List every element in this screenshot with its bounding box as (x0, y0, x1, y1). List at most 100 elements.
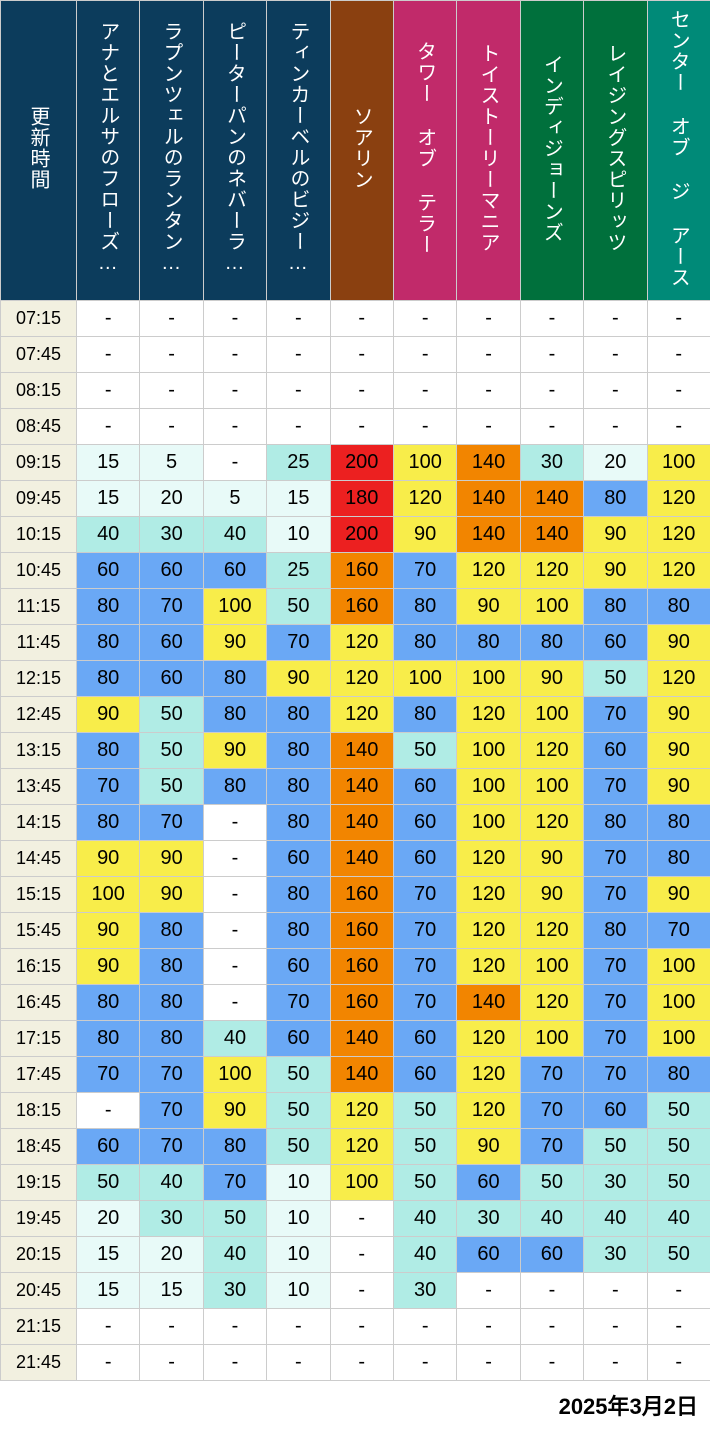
wait-cell: 50 (393, 733, 456, 769)
wait-cell: 80 (457, 625, 520, 661)
wait-cell: 140 (330, 841, 393, 877)
wait-cell: 80 (267, 805, 330, 841)
attraction-header-label: センター オブ ジ アース (664, 0, 693, 298)
wait-cell: - (203, 445, 266, 481)
wait-cell: 30 (140, 517, 203, 553)
wait-cell: 120 (330, 697, 393, 733)
wait-cell: - (140, 373, 203, 409)
wait-cell: 100 (457, 661, 520, 697)
wait-cell: 120 (457, 877, 520, 913)
wait-cell: 70 (393, 553, 456, 589)
wait-cell: 30 (584, 1237, 647, 1273)
wait-cell: 70 (584, 985, 647, 1021)
wait-cell: 15 (77, 1273, 140, 1309)
wait-cell: 70 (393, 877, 456, 913)
wait-cell: 100 (647, 949, 710, 985)
wait-cell: 140 (520, 481, 583, 517)
wait-cell: 120 (457, 913, 520, 949)
wait-cell: 60 (393, 841, 456, 877)
wait-cell: 70 (140, 805, 203, 841)
wait-cell: - (77, 337, 140, 373)
wait-cell: 120 (520, 913, 583, 949)
wait-cell: 40 (584, 1201, 647, 1237)
wait-cell: 70 (584, 1057, 647, 1093)
table-row: 12:15806080901201001009050120 (1, 661, 710, 697)
wait-cell: 140 (330, 805, 393, 841)
wait-cell: 120 (647, 481, 710, 517)
wait-cell: 60 (457, 1165, 520, 1201)
table-row: 10:15403040102009014014090120 (1, 517, 710, 553)
wait-cell: 70 (584, 697, 647, 733)
wait-cell: - (584, 373, 647, 409)
wait-cell: 60 (140, 625, 203, 661)
wait-cell: - (77, 1093, 140, 1129)
wait-cell: 60 (393, 1057, 456, 1093)
wait-cell: 40 (203, 1021, 266, 1057)
wait-cell: - (330, 301, 393, 337)
time-cell: 18:45 (1, 1129, 77, 1165)
wait-cell: 30 (140, 1201, 203, 1237)
wait-cell: 160 (330, 913, 393, 949)
table-row: 16:159080-601607012010070100 (1, 949, 710, 985)
wait-cell: 70 (77, 769, 140, 805)
wait-cell: 100 (647, 445, 710, 481)
wait-cell: - (647, 301, 710, 337)
wait-cell: 50 (647, 1237, 710, 1273)
wait-cell: - (330, 1273, 393, 1309)
wait-cell: 50 (267, 589, 330, 625)
wait-cell: - (647, 1273, 710, 1309)
wait-cell: 50 (393, 1129, 456, 1165)
wait-cell: 80 (393, 697, 456, 733)
wait-cell: 20 (140, 481, 203, 517)
time-cell: 09:45 (1, 481, 77, 517)
table-row: 14:459090-6014060120907080 (1, 841, 710, 877)
table-row: 11:45806090701208080806090 (1, 625, 710, 661)
wait-cell: 70 (520, 1093, 583, 1129)
wait-cell: - (203, 301, 266, 337)
wait-cell: 160 (330, 589, 393, 625)
time-cell: 10:15 (1, 517, 77, 553)
attraction-header: ラプンツェルのランタン… (140, 1, 203, 301)
wait-cell: 180 (330, 481, 393, 517)
wait-cell: 70 (267, 985, 330, 1021)
wait-cell: 20 (140, 1237, 203, 1273)
wait-cell: - (203, 805, 266, 841)
wait-cell: - (330, 373, 393, 409)
wait-cell: 80 (203, 661, 266, 697)
wait-cell: 70 (77, 1057, 140, 1093)
table-row: 08:45---------- (1, 409, 710, 445)
wait-cell: 10 (267, 517, 330, 553)
time-cell: 16:45 (1, 985, 77, 1021)
wait-cell: 70 (584, 949, 647, 985)
wait-cell: - (457, 1273, 520, 1309)
wait-cell: 80 (77, 661, 140, 697)
wait-cell: - (330, 1237, 393, 1273)
wait-cell: - (520, 337, 583, 373)
attraction-header: ピーターパンのネバーラ… (203, 1, 266, 301)
wait-cell: 120 (520, 733, 583, 769)
wait-cell: - (584, 1309, 647, 1345)
wait-cell: - (140, 1345, 203, 1381)
wait-cell: - (267, 373, 330, 409)
wait-cell: 30 (584, 1165, 647, 1201)
wait-cell: 90 (647, 877, 710, 913)
wait-cell: 90 (77, 841, 140, 877)
wait-cell: - (393, 1309, 456, 1345)
wait-cell: - (203, 949, 266, 985)
wait-cell: - (584, 409, 647, 445)
wait-cell: 80 (140, 1021, 203, 1057)
attraction-header: トイストーリーマニア (457, 1, 520, 301)
wait-cell: 50 (520, 1165, 583, 1201)
wait-cell: 140 (520, 517, 583, 553)
wait-cell: - (203, 877, 266, 913)
wait-cell: 100 (457, 769, 520, 805)
wait-cell: - (457, 409, 520, 445)
wait-cell: 80 (647, 589, 710, 625)
time-cell: 17:15 (1, 1021, 77, 1057)
table-row: 19:15504070101005060503050 (1, 1165, 710, 1201)
wait-cell: 30 (393, 1273, 456, 1309)
wait-cell: 70 (584, 841, 647, 877)
wait-cell: 80 (267, 697, 330, 733)
wait-cell: 60 (584, 625, 647, 661)
wait-cell: 60 (393, 1021, 456, 1057)
